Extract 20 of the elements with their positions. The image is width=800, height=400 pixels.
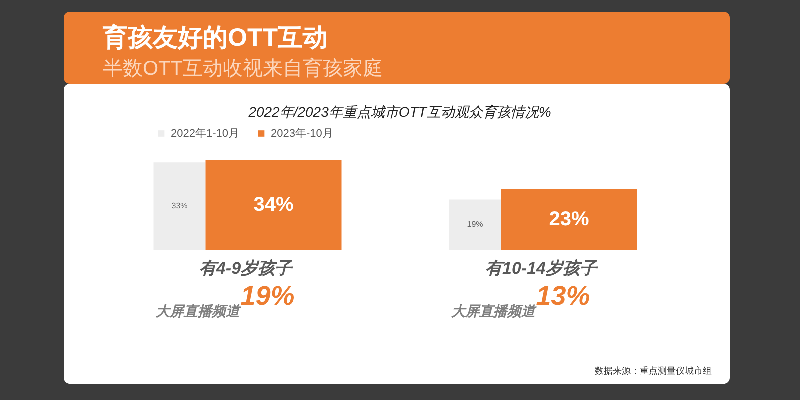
source-note: 数据来源：重点测量仪城市组	[595, 366, 712, 376]
data-label: 33%	[172, 201, 188, 210]
legend-label: 2023年-10月	[271, 128, 334, 140]
text: 13%	[536, 281, 590, 311]
text: 19%	[240, 281, 295, 311]
bar	[206, 160, 342, 250]
text: 大屏直播频道	[451, 303, 538, 319]
data-label: 34%	[254, 194, 294, 216]
text: 2022年/2023年重点城市OTT互动观众育孩情况%	[248, 104, 552, 120]
chart-subtitle: 半数OTT互动收视来自育孩家庭	[103, 57, 383, 80]
data-label: 23%	[549, 208, 590, 231]
chart-title: 育孩友好的OTT互动	[102, 23, 328, 52]
text: 大屏直播频道	[156, 303, 242, 319]
data-label: 19%	[467, 220, 484, 229]
bar	[449, 200, 502, 250]
legend-label: 2022年1-10月	[171, 128, 240, 140]
bar	[501, 189, 638, 250]
bar	[154, 162, 206, 250]
x-tick-label: 有4-9岁孩子	[199, 259, 294, 278]
x-tick-label: 有10-14岁孩子	[486, 259, 599, 278]
